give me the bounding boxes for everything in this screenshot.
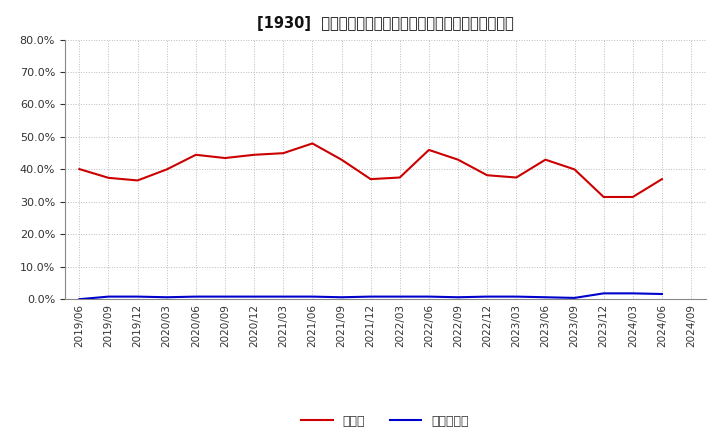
Title: [1930]  現預金、有利子負債の総資産に対する比率の推移: [1930] 現預金、有利子負債の総資産に対する比率の推移: [257, 16, 513, 32]
有利子負債: [75, 297, 84, 302]
有利子負債: [308, 294, 317, 299]
有利子負債: [395, 294, 404, 299]
有利子負債: [250, 294, 258, 299]
有利子負債: [541, 295, 550, 300]
有利子負債: [599, 291, 608, 296]
有利子負債: [220, 294, 229, 299]
有利子負債: [454, 295, 462, 300]
有利子負債: [629, 291, 637, 296]
現預金: [250, 152, 258, 158]
現預金: [629, 194, 637, 200]
現預金: [75, 166, 84, 172]
有利子負債: [104, 294, 113, 299]
有利子負債: [133, 294, 142, 299]
現預金: [454, 157, 462, 162]
有利子負債: [192, 294, 200, 299]
現預金: [220, 155, 229, 161]
現預金: [104, 175, 113, 180]
現預金: [163, 167, 171, 172]
有利子負債: [279, 294, 287, 299]
有利子負債: [163, 295, 171, 300]
現預金: [570, 167, 579, 172]
有利子負債: [570, 295, 579, 301]
Legend: 現預金, 有利子負債: 現預金, 有利子負債: [302, 415, 469, 428]
現預金: [512, 175, 521, 180]
現預金: [483, 172, 492, 178]
現預金: [366, 176, 375, 182]
有利子負債: [512, 294, 521, 299]
現預金: [395, 175, 404, 180]
有利子負債: [657, 291, 666, 297]
現預金: [541, 157, 550, 162]
有利子負債: [483, 294, 492, 299]
現預金: [337, 157, 346, 162]
有利子負債: [337, 295, 346, 300]
現預金: [657, 176, 666, 182]
現預金: [425, 147, 433, 153]
現預金: [192, 152, 200, 158]
Line: 有利子負債: 有利子負債: [79, 293, 662, 299]
現預金: [308, 141, 317, 146]
Line: 現預金: 現預金: [79, 143, 662, 197]
有利子負債: [425, 294, 433, 299]
現預金: [599, 194, 608, 200]
現預金: [279, 150, 287, 156]
有利子負債: [366, 294, 375, 299]
現預金: [133, 178, 142, 183]
